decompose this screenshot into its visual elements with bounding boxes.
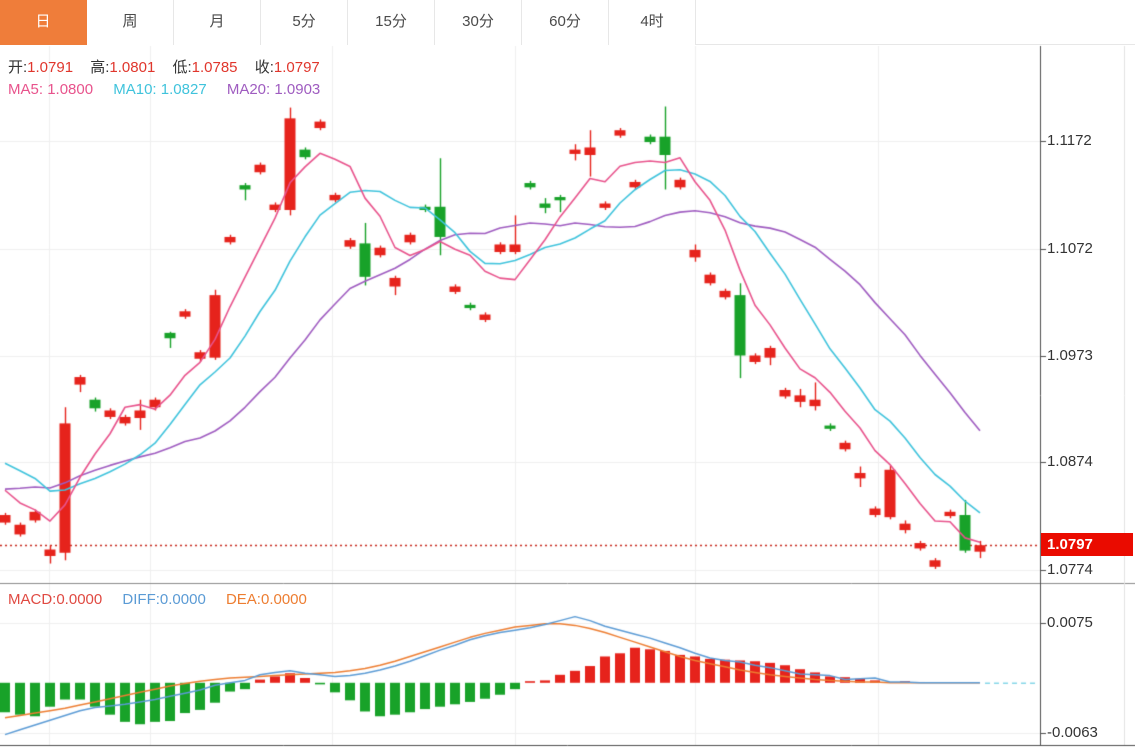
tab-min30[interactable]: 30分 [435,0,522,45]
close-label: 收: [254,59,274,76]
price-tick-label: 1.0774 [1047,561,1093,578]
tab-month[interactable]: 月 [174,0,261,45]
ma20-label: MA20: [226,81,271,98]
diff-label: DIFF: [122,591,160,608]
tab-min15[interactable]: 15分 [348,0,435,45]
open-value: 1.0791 [27,59,74,76]
tab-bar: 日周月 5分 15分 30分 60分 4时 [0,0,1135,45]
price-tick-label: 1.0973 [1047,346,1093,364]
close-value: 1.0797 [273,59,320,76]
current-price-badge: 1.0797 [1041,533,1133,557]
ma5-label: MA5: [8,81,44,98]
macd-tick-label: -0.0063 [1047,724,1098,741]
macd-value: 0.0000 [56,591,103,608]
price-tick-label: 1.1172 [1047,132,1092,149]
ma10-label: MA10: [113,81,157,98]
tab-min5[interactable]: 5分 [261,0,348,45]
dea-label: DEA: [225,591,261,608]
ohlc-legend: 开:1.0791 高:1.0801 低:1.0785 收:1.0797 [8,56,333,77]
macd-legend: MACD:0.0000 DIFF:0.0000 DEA:0.0000 [8,591,307,608]
diff-value: 0.0000 [159,591,206,608]
macd-tick-label: 0.0075 [1047,614,1093,631]
tab-day[interactable]: 日 [0,0,87,45]
low-value: 1.0785 [191,59,238,76]
dea-value: 0.0000 [260,591,307,608]
low-label: 低: [172,59,192,76]
open-label: 开: [8,59,28,76]
tab-min60[interactable]: 60分 [522,0,609,45]
tab-hour4[interactable]: 4时 [609,0,696,45]
high-value: 1.0801 [109,59,156,76]
tab-week[interactable]: 周 [87,0,174,45]
ma5-value: 1.0800 [47,81,94,98]
high-label: 高: [90,59,110,76]
price-tick-label: 1.1072 [1047,239,1093,257]
ma20-value: 1.0903 [274,81,321,98]
price-tick-label: 1.0874 [1047,453,1093,471]
macd-label: MACD: [8,591,57,608]
ma10-value: 1.0827 [160,81,207,98]
ma-legend: MA5: 1.0800 MA10: 1.0827 MA20: 1.0903 [8,81,320,98]
